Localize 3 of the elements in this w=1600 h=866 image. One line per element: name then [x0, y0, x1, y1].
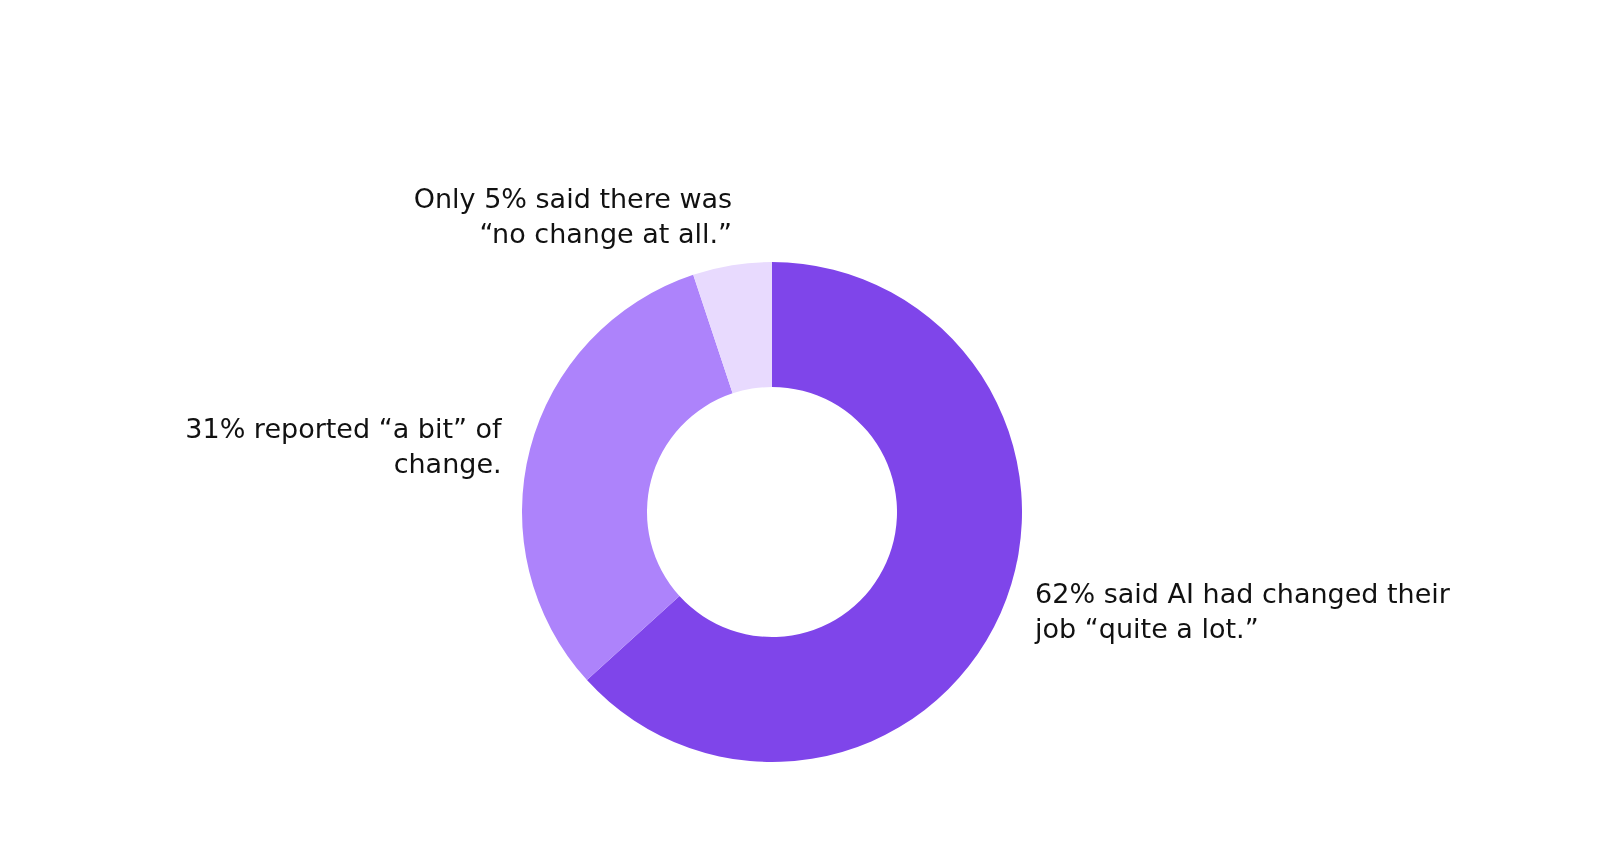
slice-label: 31% reported “a bit” of change.	[185, 413, 504, 480]
slice-label: Only 5% said there was “no change at all.”	[413, 183, 733, 250]
slice-label: 62% said AI had changed their job “quite a lot.”	[1034, 577, 1451, 644]
